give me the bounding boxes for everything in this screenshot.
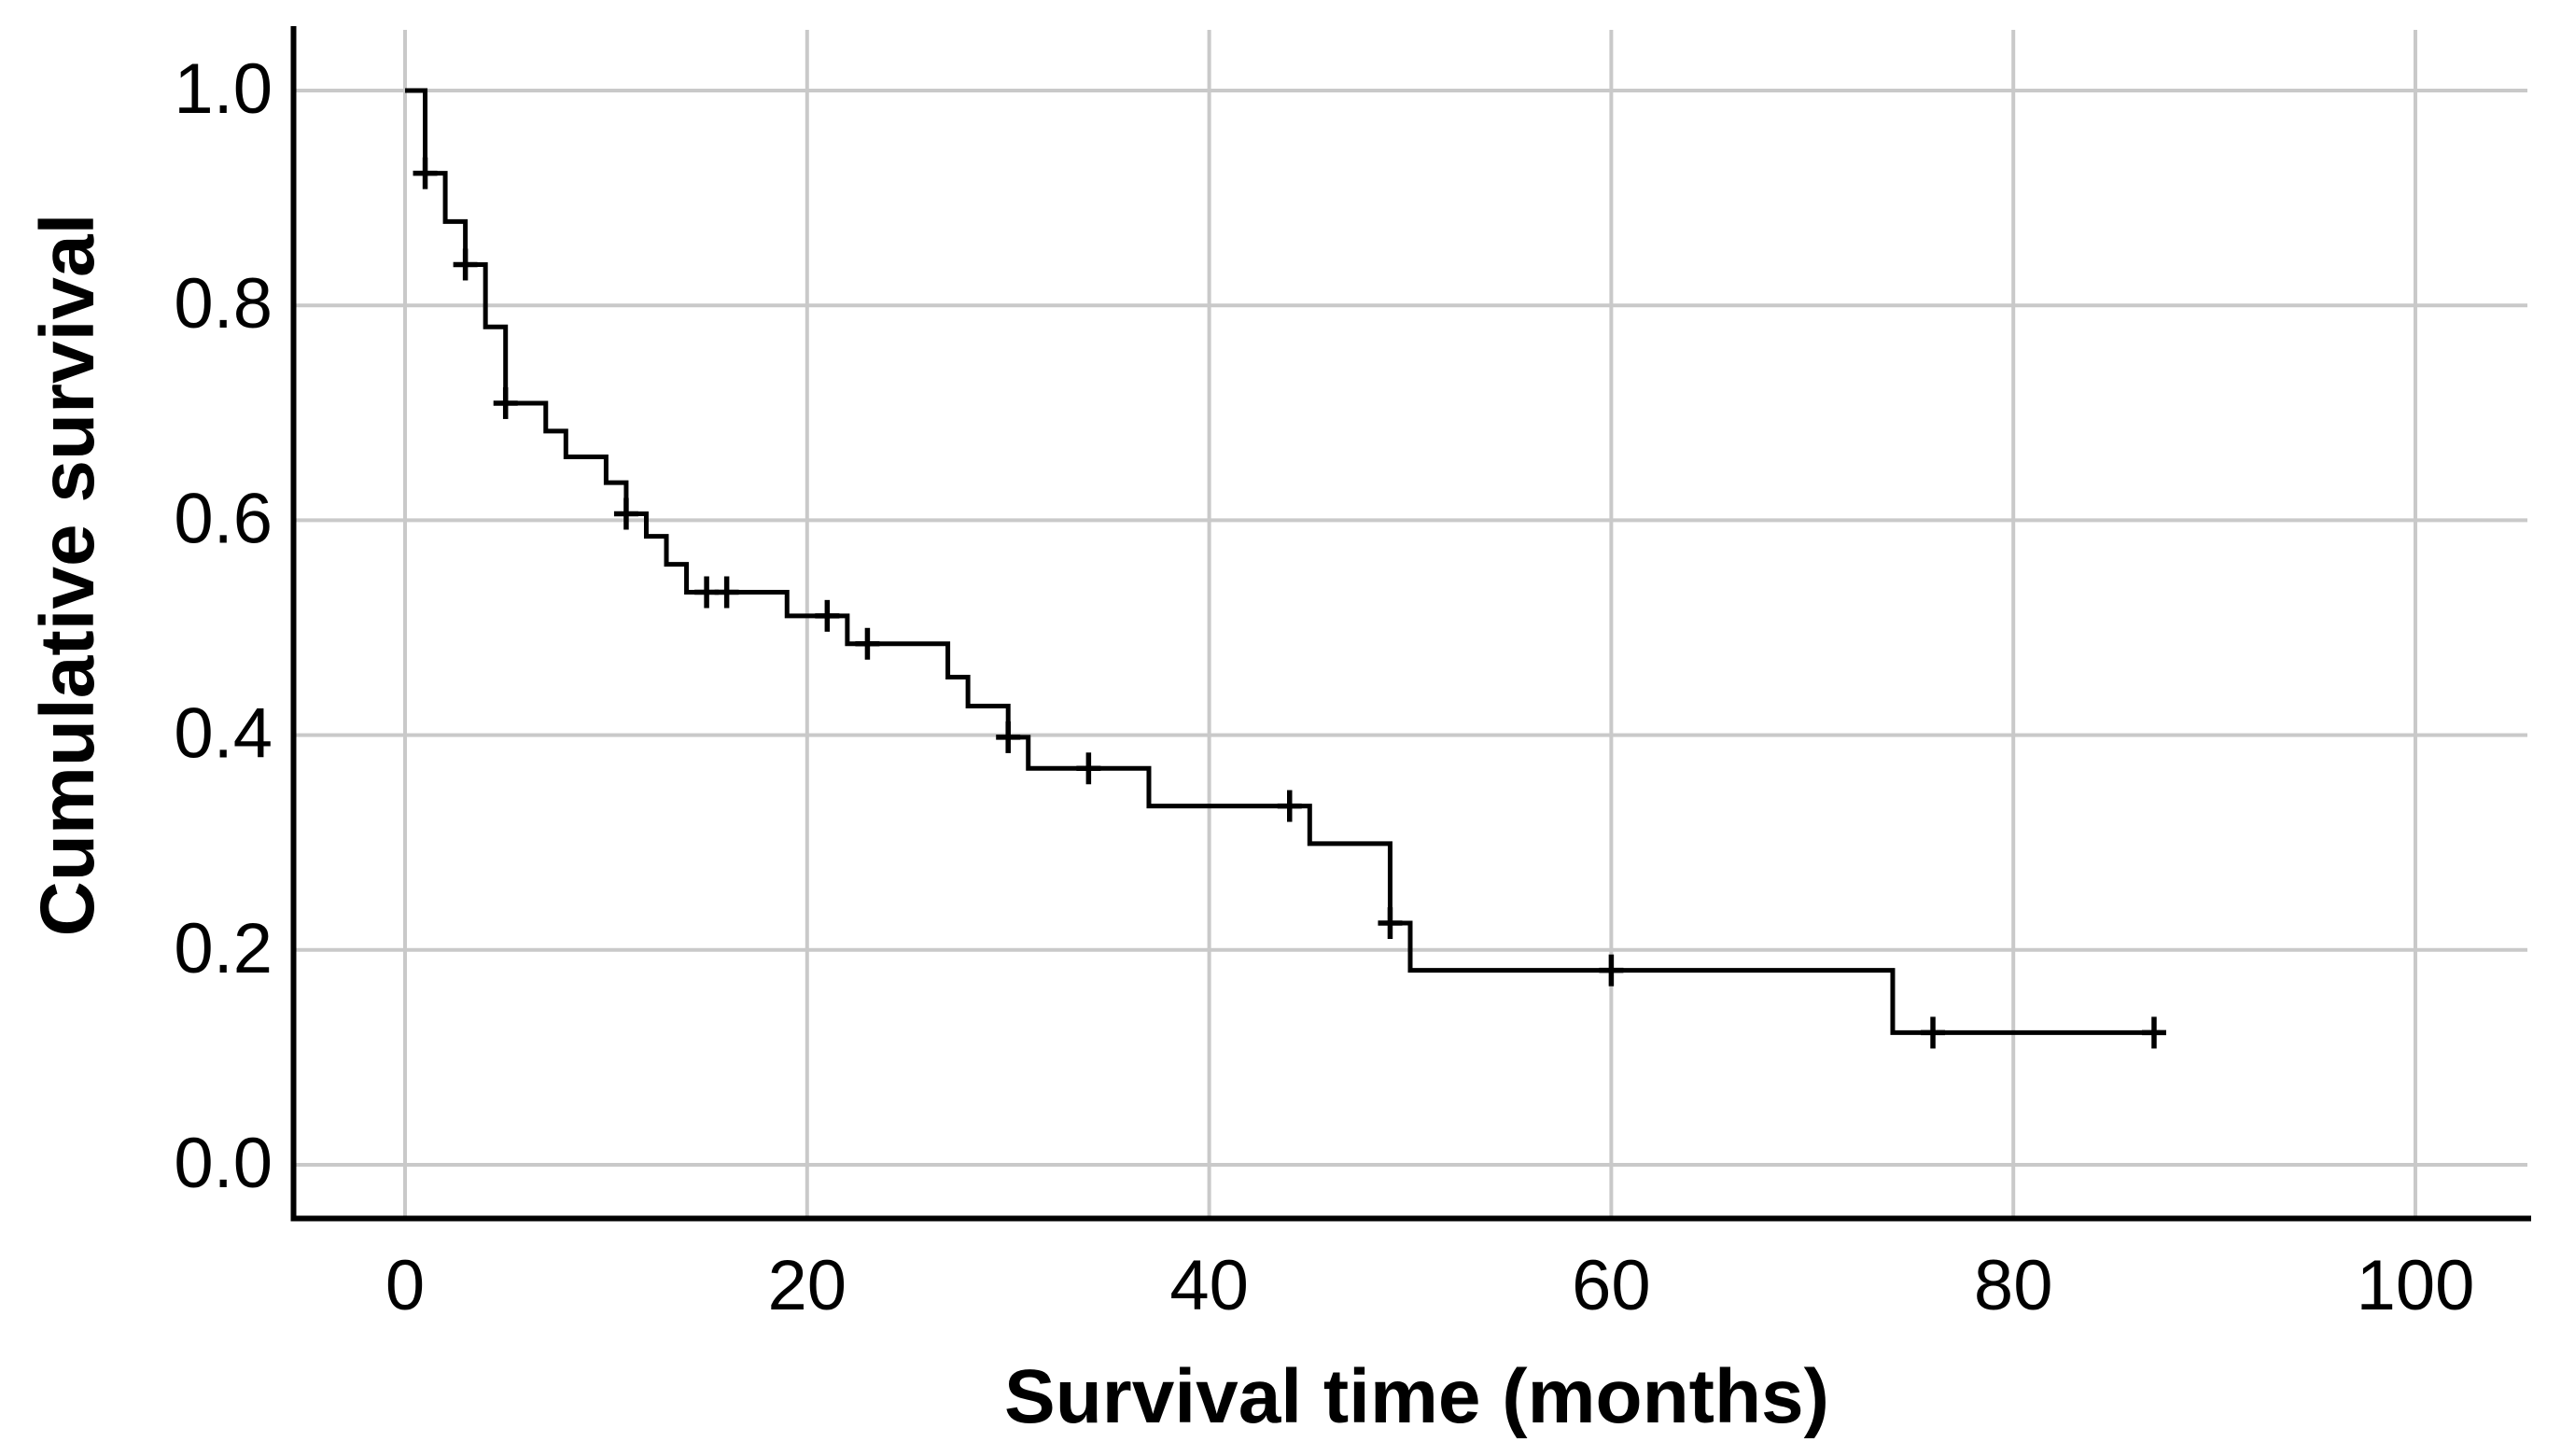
y-tick-label: 0.8 bbox=[174, 264, 273, 343]
x-axis-title: Survival time (months) bbox=[1004, 1354, 1829, 1439]
x-tick-label: 60 bbox=[1572, 1246, 1651, 1325]
y-axis-title: Cumulative survival bbox=[25, 214, 110, 937]
x-tick-label: 20 bbox=[768, 1246, 847, 1325]
plot-area: 0 20 40 60 80 100 1.0 0.8 0.6 0.4 0.2 0.0 bbox=[174, 26, 2531, 1325]
x-tick-label: 80 bbox=[1974, 1246, 2053, 1325]
y-tick-label: 0.6 bbox=[174, 479, 273, 558]
y-tick-label: 0.4 bbox=[174, 694, 273, 774]
km-step-curve bbox=[405, 88, 2161, 1035]
y-tick-label: 0.0 bbox=[174, 1124, 273, 1203]
y-tick-label: 1.0 bbox=[174, 49, 273, 129]
y-tick-label: 0.2 bbox=[174, 909, 273, 988]
x-tick-label: 100 bbox=[2357, 1246, 2475, 1325]
x-tick-label: 0 bbox=[385, 1246, 425, 1325]
x-tick-label: 40 bbox=[1169, 1246, 1249, 1325]
